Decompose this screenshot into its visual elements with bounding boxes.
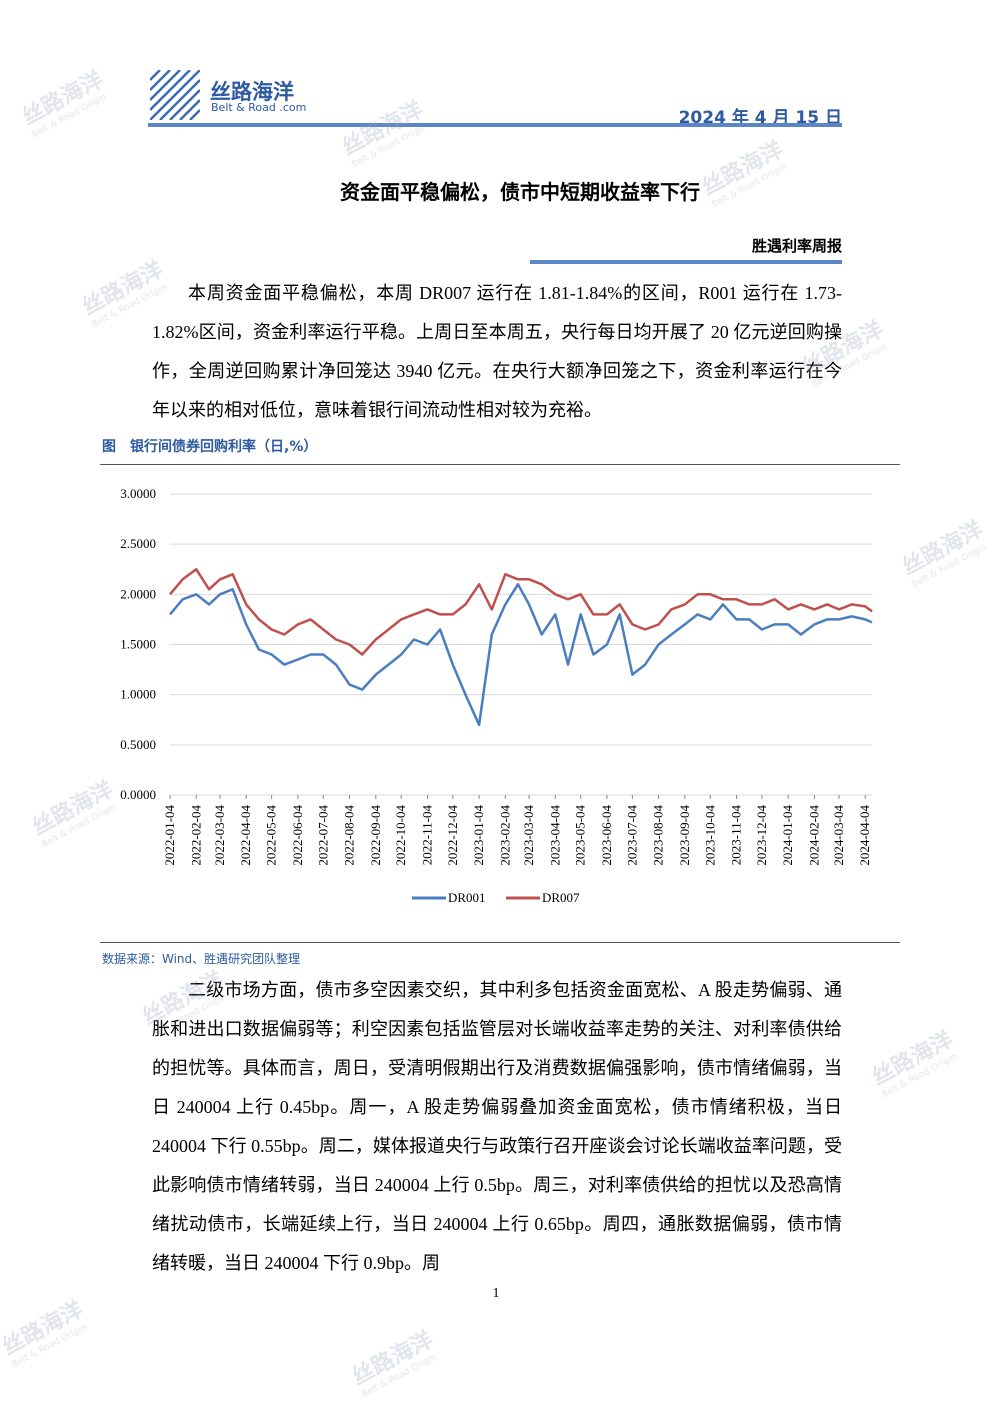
series-line [169,583,873,727]
x-tick-label: 2023-03-04 [521,805,536,866]
x-tick-label: 2023-09-04 [677,805,692,866]
y-tick-label: 1.5000 [120,637,156,652]
paragraph: 本周资金面平稳偏松，本周 DR007 运行在 1.81-1.84%的区间，R00… [152,283,842,420]
header-rule [148,123,842,127]
watermark-text: 丝路海洋 [18,67,108,131]
legend-label: DR001 [448,890,486,905]
y-tick-label: 2.0000 [120,586,156,601]
x-tick-label: 2024-01-04 [780,805,795,866]
watermark-text: 丝路海洋 [868,1027,958,1091]
figure-rule [100,464,900,465]
doc-title: 资金面平稳偏松，债市中短期收益率下行 [340,180,700,204]
data-source: 数据来源：Wind、胜遇研究团队整理 [102,952,301,966]
x-tick-label: 2022-02-04 [188,805,203,866]
logo-icon [150,70,200,120]
logo-subtitle: Belt & Road .com [211,101,307,114]
series-line [169,568,873,656]
y-tick-label: 1.0000 [120,687,156,702]
legend-label: DR007 [542,890,580,905]
x-tick-label: 2023-07-04 [624,805,639,866]
watermark-text: Belt & Road Origin [30,92,109,141]
watermark-text: 丝路海洋 [898,517,988,581]
x-tick-label: 2023-11-04 [729,805,744,866]
watermark-text: Belt & Road Origin [10,1322,89,1371]
x-tick-label: 2022-06-04 [290,805,305,866]
page-number: 1 [492,1286,500,1301]
x-tick-label: 2022-11-04 [419,805,434,866]
x-tick-label: 2022-05-04 [264,805,279,866]
column-name: 胜遇利率周报 [751,237,842,255]
x-tick-label: 2022-07-04 [315,805,330,866]
x-tick-label: 2024-03-04 [831,805,846,866]
chart: 0.0000 0.5000 1.0000 1.5000 2.0000 2.5000 3.00… [120,486,873,905]
x-tick-label: 2023-12-04 [754,805,769,866]
x-tick-label: 2022-01-04 [162,805,177,866]
y-tick-label: 0.0000 [120,787,156,802]
x-tick-label: 2022-12-04 [445,805,460,866]
y-tick-label: 2.5000 [120,536,156,551]
paragraph: 二级市场方面，债市多空因素交织，其中利多包括资金面宽松、A 股走势偏弱、通胀和进… [152,980,842,1273]
watermark: 丝路海洋 Belt & Road Origin [865,1022,962,1100]
x-tick-label: 2023-08-04 [651,805,666,866]
x-tick-label: 2024-04-04 [857,805,872,866]
x-tick-label: 2023-02-04 [497,805,512,866]
x-tick-label: 2022-08-04 [342,805,357,866]
x-tick-label: 2023-01-04 [471,805,486,866]
x-tick-label: 2022-10-04 [393,805,408,866]
x-tick-label: 2023-10-04 [702,805,717,866]
x-tick-label: 2022-09-04 [368,805,383,866]
x-tick-label: 2023-04-04 [547,805,562,866]
watermark-text: Belt & Road Origin [880,1052,959,1101]
logo-title: 丝路海洋 [210,80,294,104]
watermark-text: Belt & Road Origin [350,122,429,171]
x-tick-label: 2022-03-04 [212,805,227,866]
watermark: 丝路海洋 Belt & Road Origin [15,62,112,140]
figure-caption: 图 银行间债券回购利率（日,%） [102,439,318,455]
y-tick-label: 3.0000 [120,486,156,501]
x-tick-label: 2023-06-04 [599,805,614,866]
watermark-text: Belt & Road Origin [910,542,989,591]
watermark-text: 丝路海洋 [0,1297,88,1361]
x-tick-label: 2023-05-04 [573,805,588,866]
column-rule [530,260,842,264]
figure-rule [100,942,900,943]
x-tick-label: 2024-02-04 [806,805,821,866]
watermark: 丝路海洋 Belt & Road Origin [335,92,432,170]
y-tick-label: 0.5000 [120,737,156,752]
watermark: 丝路海洋 Belt & Road Origin [895,512,992,590]
x-tick-label: 2022-04-04 [238,805,253,866]
watermark: 丝路海洋 Belt & Road Origin [345,1322,442,1400]
watermark: 丝路海洋 Belt & Road Origin [0,1292,93,1370]
watermark-text: 丝路海洋 [348,1327,438,1391]
watermark-text: Belt & Road Origin [360,1352,439,1401]
